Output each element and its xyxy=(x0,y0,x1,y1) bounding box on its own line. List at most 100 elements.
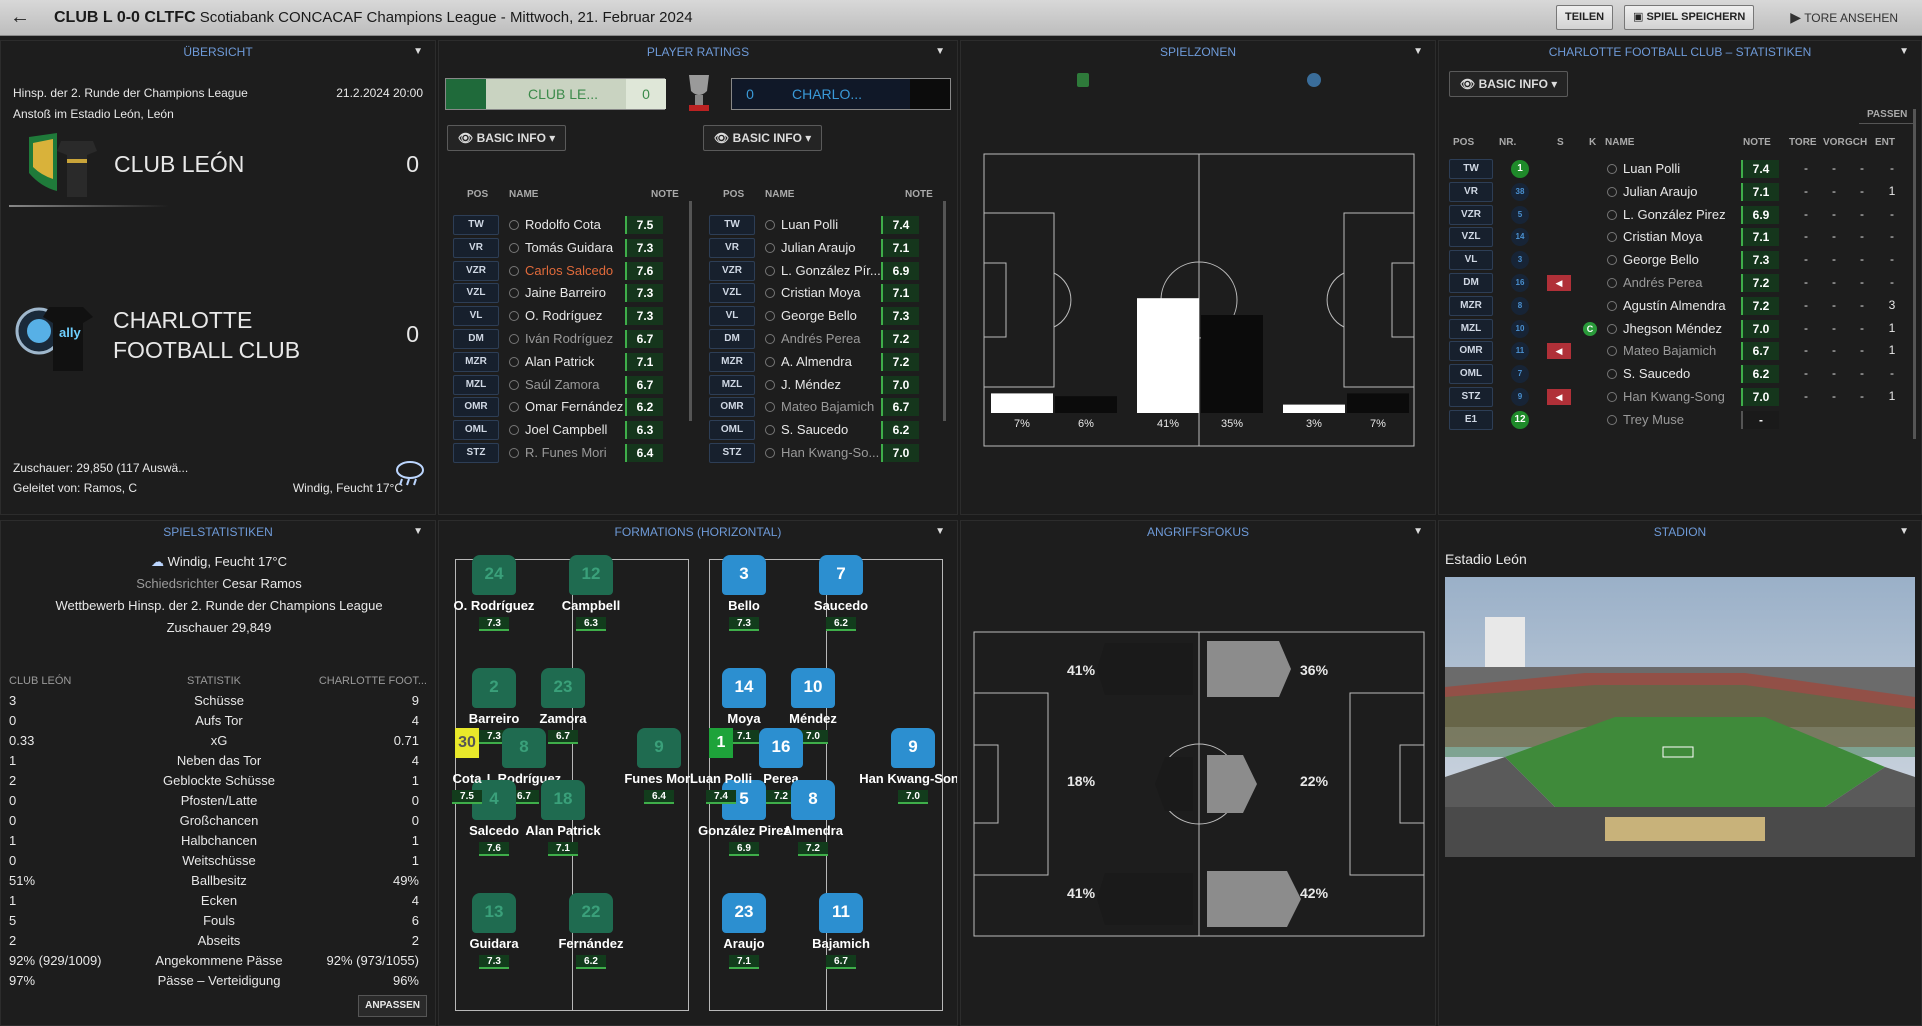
chevron-down-icon[interactable]: ▼ xyxy=(1899,526,1909,537)
player-name[interactable]: O. Rodríguez xyxy=(509,308,602,323)
player-name[interactable]: Iván Rodríguez xyxy=(509,331,613,346)
formation-player-name[interactable]: Han Kwang-Song xyxy=(859,771,958,786)
chevron-down-icon[interactable]: ▼ xyxy=(413,46,423,57)
cfc-table-row[interactable]: TW 1 Luan Polli 7.4 - - - - xyxy=(1439,159,1909,179)
chevron-down-icon[interactable]: ▼ xyxy=(1413,46,1423,57)
rating-row[interactable]: MZR A. Almendra 7.2 xyxy=(709,351,949,372)
player-name[interactable]: Cristian Moya xyxy=(1607,229,1702,244)
formation-player-name[interactable]: Bajamich xyxy=(812,936,870,951)
rating-row[interactable]: VZR L. González Pír... 6.9 xyxy=(709,260,949,281)
player-name[interactable]: R. Funes Mori xyxy=(509,445,607,460)
formation-player-name[interactable]: Luan Polli xyxy=(689,771,753,786)
rating-row[interactable]: OMR Mateo Bajamich 6.7 xyxy=(709,397,949,418)
chevron-down-icon[interactable]: ▼ xyxy=(413,526,423,537)
formation-player-name[interactable]: Salcedo xyxy=(469,823,519,838)
cfc-table-row[interactable]: MZL 10 C Jhegson Méndez 7.0 - - - 1 xyxy=(1439,318,1909,339)
player-name[interactable]: Rodolfo Cota xyxy=(509,217,601,232)
player-name[interactable]: Andrés Perea xyxy=(1607,275,1703,290)
player-name[interactable]: Mateo Bajamich xyxy=(1607,343,1716,358)
player-name[interactable]: Joel Campbell xyxy=(509,422,607,437)
formation-player-name[interactable]: Cota xyxy=(452,771,482,786)
player-name[interactable]: Cristian Moya xyxy=(765,285,860,300)
player-name[interactable]: Agustín Almendra xyxy=(1607,298,1726,313)
formation-player-name[interactable]: Saucedo xyxy=(813,598,869,613)
player-name[interactable]: Jhegson Méndez xyxy=(1607,321,1722,336)
cfc-scrollbar[interactable] xyxy=(1913,109,1916,439)
player-name[interactable]: Tomás Guidara xyxy=(509,240,613,255)
chevron-down-icon[interactable]: ▼ xyxy=(1413,526,1423,537)
rating-row[interactable]: TW Luan Polli 7.4 xyxy=(709,215,949,235)
formation-player-name[interactable]: Barreiro xyxy=(468,711,520,726)
player-name[interactable]: Carlos Salcedo xyxy=(509,263,613,278)
cfc-table-row[interactable]: STZ 9 ◀ Han Kwang-Song 7.0 - - - 1 xyxy=(1439,387,1909,407)
player-name[interactable]: Julian Araujo xyxy=(765,240,855,255)
rating-row[interactable]: VR Julian Araujo 7.1 xyxy=(709,237,949,258)
formation-player-name[interactable]: Perea xyxy=(763,771,799,786)
formation-player-name[interactable]: Alan Patrick xyxy=(525,823,601,838)
player-name[interactable]: Omar Fernández xyxy=(509,399,623,414)
formation-player-name[interactable]: Moya xyxy=(727,711,761,726)
rating-row[interactable]: STZ R. Funes Mori 6.4 xyxy=(453,443,693,463)
cfc-table-row[interactable]: OMR 11 ◀ Mateo Bajamich 6.7 - - - 1 xyxy=(1439,341,1909,362)
player-name[interactable]: J. Méndez xyxy=(765,377,841,392)
cfc-table-row[interactable]: VR 38 Julian Araujo 7.1 - - - 1 xyxy=(1439,181,1909,202)
home-basic-info-select[interactable]: 👁 BASIC INFO ▾ xyxy=(447,125,567,151)
home-scrollbar[interactable] xyxy=(689,201,692,421)
rating-row[interactable]: TW Rodolfo Cota 7.5 xyxy=(453,215,693,235)
player-name[interactable]: Saúl Zamora xyxy=(509,377,599,392)
rating-row[interactable]: MZL J. Méndez 7.0 xyxy=(709,374,949,395)
formation-player-name[interactable]: Zamora xyxy=(539,711,587,726)
formation-player-name[interactable]: Araujo xyxy=(723,936,765,951)
share-button[interactable]: TEILEN xyxy=(1556,5,1614,30)
player-name[interactable]: A. Almendra xyxy=(765,354,852,369)
cfc-table-row[interactable]: MZR 8 Agustín Almendra 7.2 - - - 3 xyxy=(1439,295,1909,316)
player-name[interactable]: Julian Araujo xyxy=(1607,184,1697,199)
formation-player-name[interactable]: Bello xyxy=(728,598,760,613)
player-name[interactable]: S. Saucedo xyxy=(765,422,848,437)
cfc-table-row[interactable]: VL 3 George Bello 7.3 - - - - xyxy=(1439,250,1909,271)
formation-player-name[interactable]: O. Rodríguez xyxy=(453,598,535,613)
rating-row[interactable]: MZR Alan Patrick 7.1 xyxy=(453,351,693,372)
formation-player-name[interactable]: Campbell xyxy=(561,598,621,613)
player-name[interactable]: L. González Pirez xyxy=(1607,207,1726,222)
player-name[interactable]: George Bello xyxy=(765,308,857,323)
rating-row[interactable]: OML Joel Campbell 6.3 xyxy=(453,420,693,441)
player-name[interactable]: George Bello xyxy=(1607,252,1699,267)
save-match-button[interactable]: ▣ SPIEL SPEICHERN xyxy=(1624,5,1755,30)
chevron-down-icon[interactable]: ▼ xyxy=(935,46,945,57)
formation-player-name[interactable]: Méndez xyxy=(789,711,837,726)
player-name[interactable]: Alan Patrick xyxy=(509,354,594,369)
rating-row[interactable]: VR Tomás Guidara 7.3 xyxy=(453,237,693,258)
rating-row[interactable]: MZL Saúl Zamora 6.7 xyxy=(453,374,693,395)
customize-button[interactable]: ANPASSEN xyxy=(358,995,427,1017)
cfc-table-row[interactable]: E1 12 Trey Muse - xyxy=(1439,409,1909,430)
cfc-table-row[interactable]: VZR 5 L. González Pirez 6.9 - - - - xyxy=(1439,204,1909,225)
rating-row[interactable]: VZL Jaine Barreiro 7.3 xyxy=(453,283,693,304)
player-name[interactable]: Han Kwang-So... xyxy=(765,445,879,460)
formation-player-name[interactable]: Fernández xyxy=(558,936,624,951)
rating-row[interactable]: VZR Carlos Salcedo 7.6 xyxy=(453,260,693,281)
formation-player-name[interactable]: Almendra xyxy=(783,823,843,838)
player-name[interactable]: Trey Muse xyxy=(1607,412,1684,427)
formation-player-name[interactable]: Guidara xyxy=(469,936,519,951)
cfc-table-row[interactable]: VZL 14 Cristian Moya 7.1 - - - - xyxy=(1439,227,1909,248)
chevron-down-icon[interactable]: ▼ xyxy=(1899,46,1909,57)
away-scrollbar[interactable] xyxy=(943,201,946,421)
chevron-down-icon[interactable]: ▼ xyxy=(935,526,945,537)
rating-row[interactable]: DM Andrés Perea 7.2 xyxy=(709,329,949,349)
away-basic-info-select[interactable]: 👁 BASIC INFO ▾ xyxy=(703,125,823,151)
player-name[interactable]: Mateo Bajamich xyxy=(765,399,874,414)
rating-row[interactable]: STZ Han Kwang-So... 7.0 xyxy=(709,443,949,463)
player-name[interactable]: S. Saucedo xyxy=(1607,366,1690,381)
rating-row[interactable]: DM Iván Rodríguez 6.7 xyxy=(453,329,693,349)
cfc-table-row[interactable]: DM 16 ◀ Andrés Perea 7.2 - - - - xyxy=(1439,273,1909,293)
cfc-table-row[interactable]: OML 7 S. Saucedo 6.2 - - - - xyxy=(1439,364,1909,385)
formation-player-name[interactable]: González Pirez xyxy=(698,823,790,838)
formation-player-name[interactable]: Funes Mori xyxy=(624,771,694,786)
player-name[interactable]: Luan Polli xyxy=(765,217,838,232)
watch-goals-button[interactable]: ▶ TORE ANSEHEN xyxy=(1790,9,1898,26)
cfc-basic-info-select[interactable]: 👁 BASIC INFO ▾ xyxy=(1449,71,1569,97)
rating-row[interactable]: VL George Bello 7.3 xyxy=(709,306,949,327)
rating-row[interactable]: OML S. Saucedo 6.2 xyxy=(709,420,949,441)
player-name[interactable]: Andrés Perea xyxy=(765,331,861,346)
